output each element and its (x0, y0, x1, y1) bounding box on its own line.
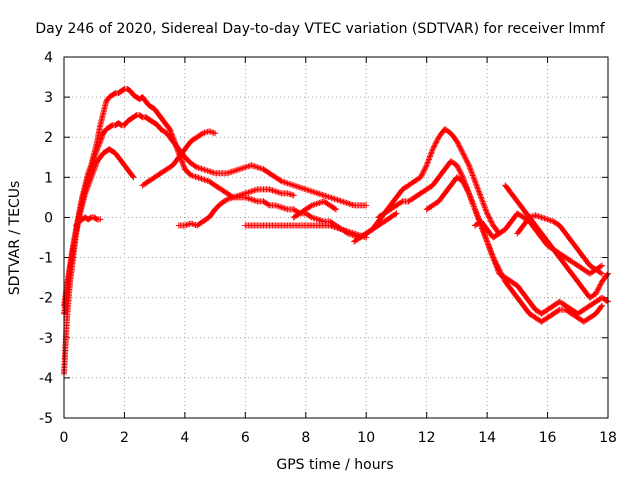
series-arc-14 (514, 212, 605, 277)
x-tick-label: 12 (418, 430, 436, 446)
data-point-markers (73, 214, 104, 229)
y-tick-label: -3 (39, 331, 53, 347)
data-point-markers (175, 186, 297, 229)
x-tick-label: 6 (241, 430, 250, 446)
x-tick-label: 14 (478, 430, 496, 446)
y-tick-label: 3 (44, 90, 53, 106)
data-point-markers (242, 222, 370, 241)
y-axis-label: SDTVAR / TECUs (7, 181, 23, 296)
x-tick-label: 4 (180, 430, 189, 446)
x-tick-label: 10 (357, 430, 375, 446)
y-axis-ticks: -5 -4 -3 -2 -1 0 1 2 3 4 (39, 50, 608, 427)
x-tick-label: 18 (599, 430, 617, 446)
chart-title: Day 246 of 2020, Sidereal Day-to-day VTE… (35, 21, 605, 37)
data-point-markers (290, 198, 339, 221)
x-tick-label: 2 (120, 430, 129, 446)
y-tick-label: -1 (39, 251, 53, 267)
series-arc-5 (139, 128, 219, 189)
plot-frame (63, 56, 609, 419)
series-arc-7 (242, 222, 370, 241)
y-tick-label: -5 (39, 411, 53, 427)
series-arc-13 (472, 210, 605, 277)
data-point-markers (472, 210, 605, 277)
x-tick-label: 0 (60, 430, 69, 446)
series-arc-9 (351, 126, 503, 245)
y-tick-label: -2 (39, 291, 53, 307)
y-tick-label: -4 (39, 371, 53, 387)
y-tick-label: 1 (44, 170, 53, 186)
x-axis-ticks: 0 2 4 6 8 10 12 14 16 18 (60, 57, 617, 446)
y-tick-label: 4 (44, 50, 53, 66)
series-arc-8 (290, 198, 339, 221)
data-point-markers (139, 128, 219, 189)
y-tick-label: 2 (44, 130, 53, 146)
series-arc-4 (73, 214, 104, 229)
x-tick-label: 16 (539, 430, 557, 446)
series-arc-6 (175, 186, 297, 229)
x-tick-label: 8 (301, 430, 310, 446)
x-axis-label: GPS time / hours (276, 457, 393, 473)
y-tick-label: 0 (44, 210, 53, 226)
data-point-markers (351, 126, 503, 245)
data-point-markers (514, 212, 605, 277)
